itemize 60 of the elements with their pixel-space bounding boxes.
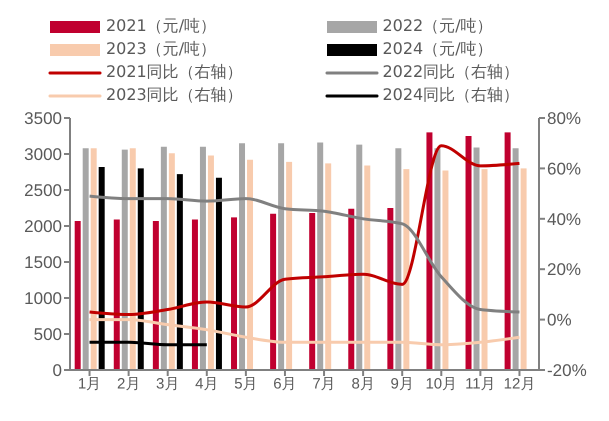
bar bbox=[512, 148, 519, 370]
bar bbox=[309, 213, 316, 370]
bar bbox=[152, 220, 159, 370]
bar bbox=[160, 146, 167, 370]
legend-label: 2022同比（右轴） bbox=[382, 62, 520, 83]
bar bbox=[216, 178, 222, 370]
bar bbox=[317, 142, 324, 370]
y-tick-label: 2000 bbox=[24, 217, 62, 236]
y-tick-label: 3000 bbox=[24, 145, 62, 164]
y2-tick-label: 0% bbox=[547, 310, 572, 330]
y-tick-label: 2500 bbox=[24, 181, 62, 200]
bar bbox=[504, 132, 511, 370]
bar bbox=[387, 208, 394, 370]
bar bbox=[231, 217, 238, 370]
bar bbox=[82, 148, 89, 370]
y-tick-label: 1000 bbox=[24, 289, 62, 308]
bar bbox=[74, 220, 81, 370]
legend-label: 2023（元/吨） bbox=[106, 39, 216, 60]
bar bbox=[278, 143, 284, 370]
x-tick-label: 10月 bbox=[425, 376, 458, 393]
x-tick-label: 6月 bbox=[273, 376, 297, 393]
x-tick-label: 9月 bbox=[390, 376, 414, 393]
bar bbox=[122, 150, 128, 370]
legend-label: 2022（元/吨） bbox=[382, 16, 493, 37]
bar bbox=[239, 143, 246, 370]
x-tick-label: 11月 bbox=[465, 376, 496, 393]
bar bbox=[356, 144, 362, 370]
x-tick-label: 2月 bbox=[116, 376, 140, 393]
y2-tick-label: 40% bbox=[547, 210, 582, 229]
y-tick-label: 500 bbox=[34, 325, 62, 344]
legend-label: 2023同比（右轴） bbox=[106, 85, 243, 106]
line-series bbox=[88, 194, 521, 314]
legend-label: 2024同比（右轴） bbox=[382, 85, 520, 106]
bar bbox=[348, 208, 354, 370]
bar bbox=[466, 136, 472, 370]
bar bbox=[474, 148, 480, 370]
line-series bbox=[88, 144, 521, 316]
x-tick-label: 1月 bbox=[78, 376, 102, 393]
bar bbox=[114, 220, 120, 370]
y-tick-label: 0 bbox=[52, 361, 62, 380]
bar bbox=[192, 220, 198, 370]
y2-tick-label: 20% bbox=[547, 260, 582, 280]
legend-label: 2021（元/吨） bbox=[106, 16, 216, 37]
bar bbox=[395, 148, 402, 370]
x-tick-label: 7月 bbox=[312, 376, 336, 393]
x-tick-label: 8月 bbox=[351, 376, 375, 393]
bar bbox=[200, 146, 206, 370]
y2-tick-label: 80% bbox=[547, 109, 582, 128]
y2-tick-label: 60% bbox=[547, 159, 582, 178]
x-tick-label: 5月 bbox=[234, 376, 258, 393]
y-tick-label: 3500 bbox=[24, 109, 62, 128]
y-tick-label: 1500 bbox=[24, 253, 62, 272]
y2-tick-label: -20% bbox=[547, 361, 587, 380]
legend-label: 2021同比（右轴） bbox=[106, 62, 243, 83]
legend-label: 2024（元/吨） bbox=[382, 39, 493, 60]
x-tick-label: 12月 bbox=[504, 376, 536, 393]
x-tick-label: 4月 bbox=[195, 376, 218, 393]
bar bbox=[270, 214, 276, 370]
bar bbox=[434, 148, 440, 370]
x-tick-label: 3月 bbox=[156, 376, 180, 393]
